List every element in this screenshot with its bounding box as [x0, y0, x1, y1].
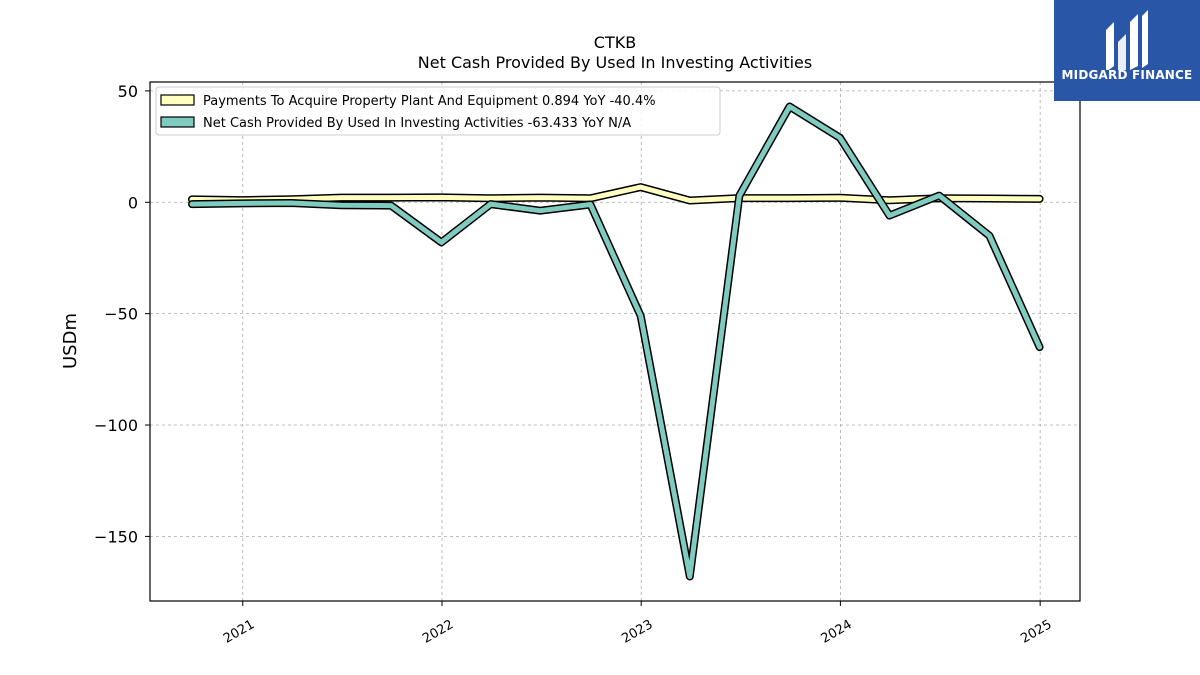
x-axis-ticks: 2021 2022 2023 2024 2025 [221, 601, 1054, 647]
midgard-logo: MIDGARD FINANCE [1054, 0, 1200, 101]
y-tick-label: 0 [128, 193, 138, 212]
chart-title: CTKB [594, 33, 636, 52]
x-tick-label: 2021 [221, 617, 257, 647]
series-layer [188, 102, 1044, 581]
x-tick-label: 2024 [819, 617, 855, 647]
plot-frame [149, 81, 1081, 602]
midgard-logo-icon [1106, 10, 1148, 70]
x-tick-label: 2025 [1018, 617, 1054, 647]
chart-subtitle: Net Cash Provided By Used In Investing A… [418, 53, 812, 72]
y-tick-label: −100 [94, 416, 138, 435]
grid-lines [150, 82, 1080, 601]
series-line-net-cash [189, 104, 1043, 579]
x-tick-label: 2022 [420, 617, 456, 647]
y-tick-label: 50 [118, 82, 138, 101]
legend-frame [155, 86, 721, 136]
series-line-net-cash-outline [188, 102, 1044, 581]
x-tick-label: 2023 [619, 617, 655, 647]
y-axis-label: USDm [60, 313, 81, 369]
series-line-ppe [189, 184, 1043, 203]
legend-label-ppe: Payments To Acquire Property Plant And E… [203, 94, 656, 109]
legend-swatch-ppe [160, 94, 195, 106]
y-tick-label: −150 [94, 527, 138, 546]
legend-swatch-net-cash [160, 116, 195, 128]
legend: Payments To Acquire Property Plant And E… [155, 86, 721, 136]
y-axis-ticks: 50 0 −50 −100 −150 [94, 82, 150, 546]
y-tick-label: −50 [104, 305, 138, 324]
legend-label-net-cash: Net Cash Provided By Used In Investing A… [203, 116, 631, 131]
brand-name: MIDGARD FINANCE [1061, 68, 1193, 82]
